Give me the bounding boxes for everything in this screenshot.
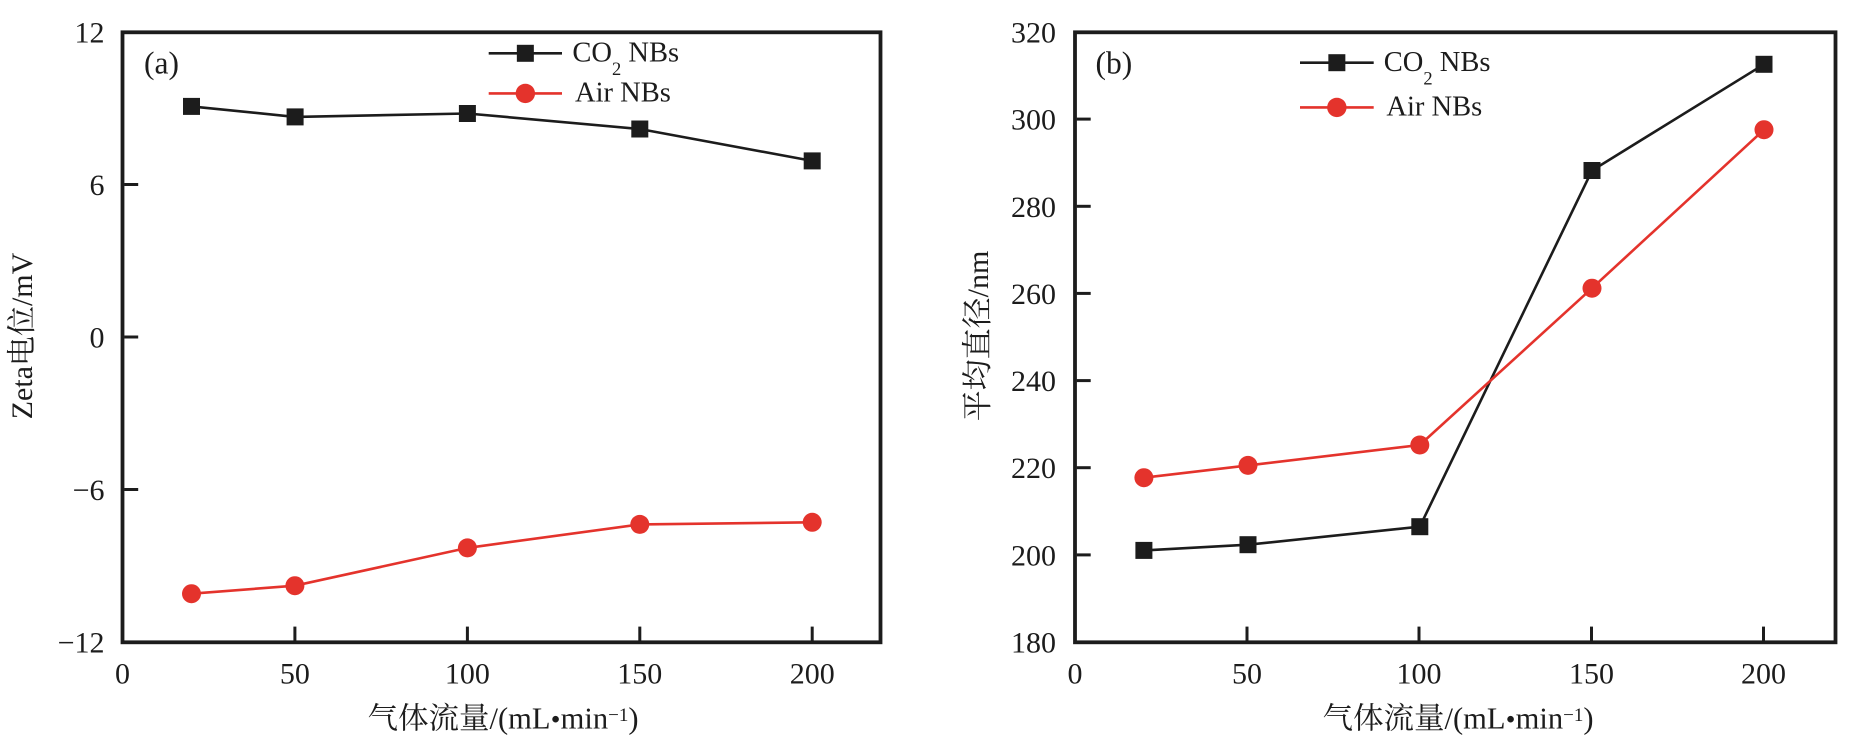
svg-text:/mV: /mV	[6, 252, 39, 306]
svg-text:240: 240	[1011, 365, 1056, 398]
svg-text:200: 200	[1741, 658, 1786, 691]
svg-text:100: 100	[1397, 658, 1442, 691]
svg-text:6: 6	[90, 169, 105, 202]
svg-text:260: 260	[1011, 278, 1056, 311]
svg-text:12: 12	[75, 17, 105, 50]
svg-text:200: 200	[1011, 539, 1056, 572]
svg-text:Zeta: Zeta	[6, 366, 39, 419]
svg-text:(b): (b)	[1096, 46, 1133, 81]
svg-text:320: 320	[1011, 17, 1056, 50]
svg-text:0: 0	[115, 658, 130, 691]
svg-text:280: 280	[1011, 191, 1056, 224]
svg-text:50: 50	[1232, 658, 1262, 691]
svg-text:0: 0	[1068, 658, 1083, 691]
svg-text:−12: −12	[58, 627, 105, 660]
svg-text:min−1): min−1)	[1516, 702, 1594, 736]
svg-text:/nm: /nm	[962, 251, 995, 298]
svg-text:−6: −6	[73, 474, 105, 507]
svg-text:180: 180	[1011, 627, 1056, 660]
svg-text:Air NBs: Air NBs	[1386, 92, 1482, 123]
svg-text:/(mL: /(mL	[490, 702, 551, 736]
svg-text:150: 150	[1569, 658, 1614, 691]
svg-text:300: 300	[1011, 104, 1056, 137]
svg-text:150: 150	[617, 658, 662, 691]
svg-text:0: 0	[90, 322, 105, 355]
svg-text:(a): (a)	[144, 46, 179, 81]
svg-text:200: 200	[790, 658, 835, 691]
svg-text:/(mL: /(mL	[1445, 702, 1506, 736]
svg-text:Air NBs: Air NBs	[575, 78, 671, 109]
svg-text:50: 50	[280, 658, 310, 691]
svg-text:220: 220	[1011, 452, 1056, 485]
svg-text:100: 100	[445, 658, 490, 691]
